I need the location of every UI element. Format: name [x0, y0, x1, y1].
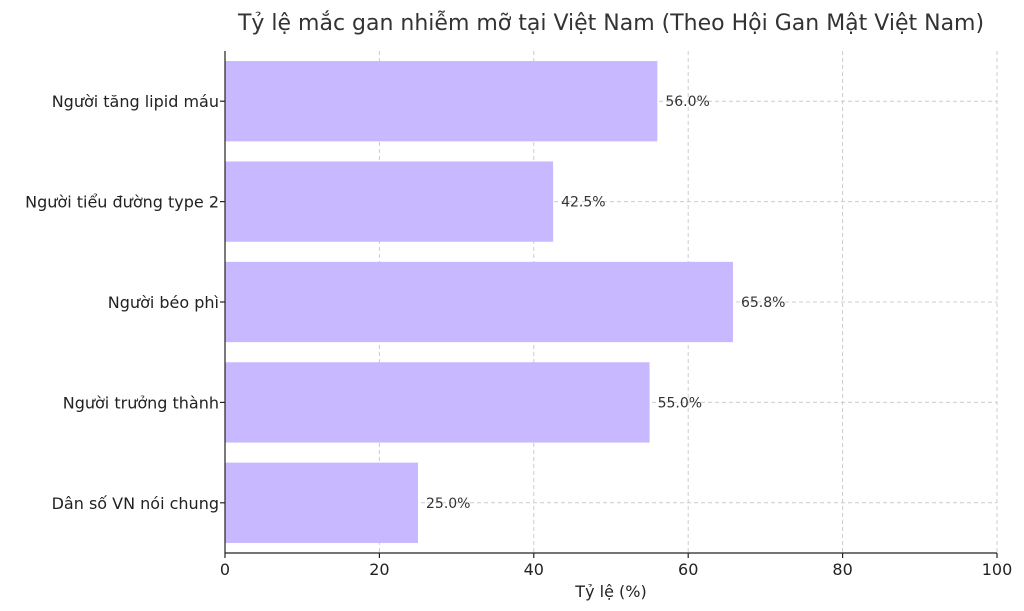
bars: [225, 61, 733, 543]
bar: [225, 161, 554, 242]
x-axis-label: Tỷ lệ (%): [574, 582, 646, 601]
x-tick-label: 20: [369, 560, 389, 579]
bar: [225, 61, 658, 142]
bar: [225, 261, 733, 343]
category-label: Người trưởng thành: [63, 393, 219, 412]
category-label: Dân số VN nói chung: [52, 494, 219, 513]
x-tick-label: 80: [832, 560, 852, 579]
x-tick-label: 60: [678, 560, 698, 579]
x-tick-label: 0: [220, 560, 230, 579]
bar-value-label: 55.0%: [658, 395, 702, 411]
bar: [225, 462, 418, 543]
category-label: Người tiểu đường type 2: [25, 193, 219, 212]
bar-value-label: 25.0%: [426, 496, 470, 512]
bar: [225, 362, 650, 443]
chart-title: Tỷ lệ mắc gan nhiễm mỡ tại Việt Nam (The…: [237, 10, 984, 36]
category-label: Người béo phì: [108, 293, 219, 312]
data-labels: 56.0% 42.5% 65.8% 55.0% 25.0%: [426, 94, 785, 512]
bar-value-label: 65.8%: [741, 295, 785, 311]
bar-value-label: 56.0%: [665, 94, 709, 110]
category-labels: Người tăng lipid máu Người tiểu đường typ…: [25, 92, 219, 513]
x-ticks: 0 20 40 60 80 100: [220, 100, 1013, 579]
category-label: Người tăng lipid máu: [52, 92, 219, 111]
x-tick-label: 100: [982, 560, 1013, 579]
bar-value-label: 42.5%: [561, 195, 605, 211]
x-tick-label: 40: [524, 560, 544, 579]
